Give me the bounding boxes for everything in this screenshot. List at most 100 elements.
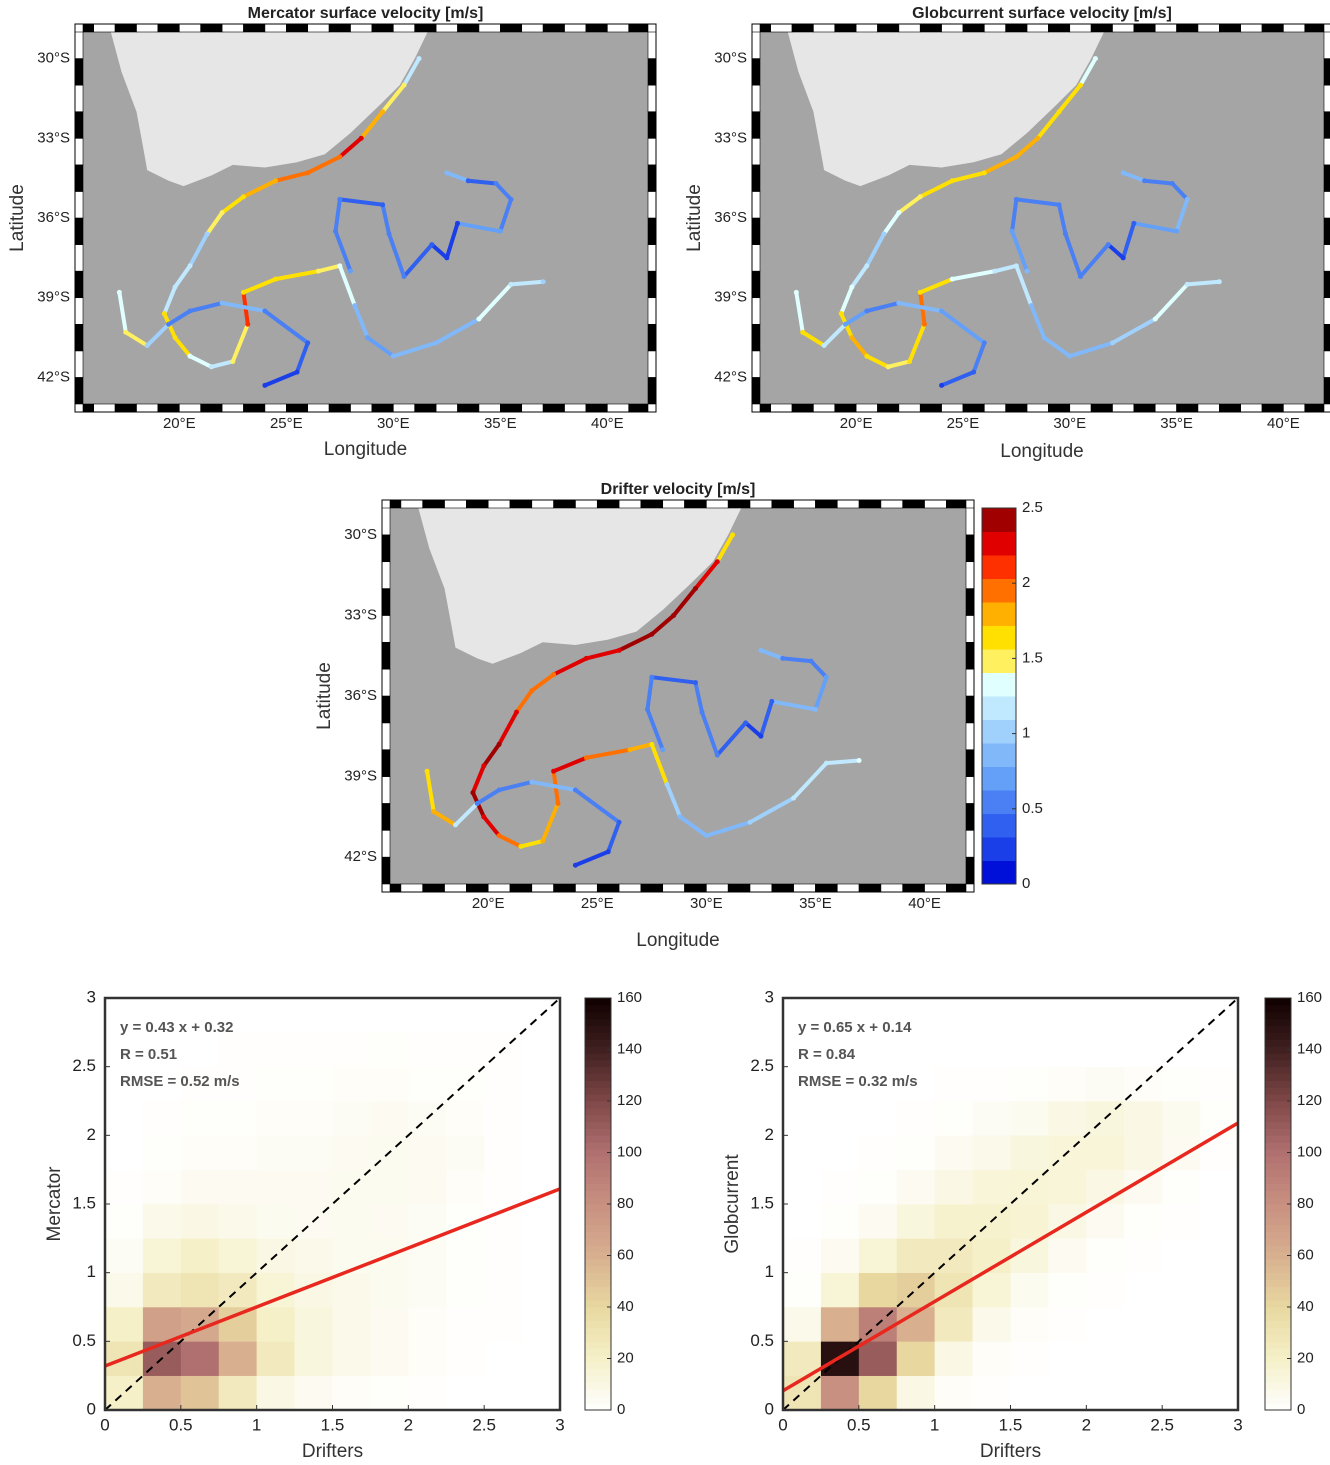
track-segment (529, 672, 556, 693)
frame-seg (393, 403, 416, 413)
hist-cell (522, 1204, 561, 1239)
hist-cell (180, 1169, 220, 1205)
colorbar-swatch (585, 1334, 611, 1342)
track-segment (1174, 197, 1190, 234)
frame-seg (855, 23, 878, 33)
track-segment (497, 710, 519, 747)
hist-cell (1200, 1101, 1239, 1136)
frame-seg (1323, 297, 1330, 325)
frame-seg (793, 499, 816, 509)
hist-cell (1162, 1307, 1201, 1342)
hist-cell (218, 1375, 257, 1411)
frame-seg (607, 403, 630, 413)
colorbar-swatch (585, 1190, 611, 1198)
x-tick-label: 30°E (690, 895, 723, 912)
frame-seg (1323, 270, 1330, 299)
colorbar-swatch (1265, 1327, 1291, 1335)
track-segment (551, 656, 589, 677)
hist-cell (446, 998, 485, 1033)
track-segment (886, 359, 912, 369)
y-tick-label: 1.5 (72, 1193, 96, 1212)
track-segment (402, 56, 422, 88)
y-tick-label: 2 (87, 1125, 96, 1144)
y-axis-label: Mercator (44, 1166, 65, 1242)
hist-cell (142, 1375, 182, 1411)
track-segment (365, 335, 396, 359)
colorbar-tick-label: 80 (617, 1195, 634, 1212)
hist-cell (484, 1341, 523, 1376)
y-tick-label: 42°S (344, 848, 377, 865)
hist-cell (522, 1341, 561, 1376)
frame-seg (1304, 23, 1325, 33)
frame-seg (328, 23, 351, 33)
track-segment (1121, 221, 1136, 260)
x-tick-label: 20°E (163, 415, 196, 432)
x-axis-label: Longitude (1000, 441, 1083, 462)
y-tick-label: 30°S (37, 50, 70, 67)
frame-seg (1026, 403, 1049, 413)
hist-cell (408, 1375, 447, 1411)
axes-frame (381, 499, 975, 893)
track-segment (839, 285, 854, 316)
frame-seg (74, 323, 84, 352)
colorbar-swatch (1265, 1052, 1291, 1061)
frame-seg (662, 499, 685, 509)
track-point (758, 733, 764, 739)
hist-cell (934, 1032, 973, 1067)
hist-cell (484, 1375, 523, 1411)
colorbar-swatch (1265, 1128, 1291, 1136)
x-tick-label: 3 (1233, 1415, 1242, 1434)
frame-seg (553, 499, 576, 509)
frame-seg (381, 776, 391, 804)
y-tick-label: 36°S (37, 209, 70, 226)
hist-cell (180, 1135, 220, 1170)
hist-cell (180, 1066, 220, 1102)
hist-cell (408, 1307, 447, 1342)
hist-cell (408, 1341, 447, 1376)
track-point (481, 814, 487, 820)
frame-seg (751, 111, 761, 139)
track-point (981, 340, 987, 346)
frame-seg (919, 403, 942, 413)
x-tick-label: 30°E (1053, 415, 1086, 432)
frame-seg (759, 23, 771, 33)
hist-cell (256, 1169, 295, 1205)
track-point (949, 276, 955, 282)
frame-seg (264, 403, 287, 413)
frame-seg (902, 883, 925, 893)
frame-seg (74, 191, 84, 219)
hist-cell (446, 1307, 485, 1342)
hist-cell (294, 1066, 333, 1102)
land (418, 508, 742, 664)
hist-cell (370, 1101, 409, 1136)
frame-seg (74, 350, 84, 378)
hist-cell (522, 1066, 561, 1102)
y-tick-label: 39°S (37, 289, 70, 306)
frame-seg (466, 499, 489, 509)
frame-seg (1261, 403, 1284, 413)
frame-seg (531, 883, 554, 893)
frame-seg (815, 883, 838, 893)
frame-seg (647, 323, 657, 352)
track-segment (470, 763, 486, 795)
track-point (1035, 135, 1041, 141)
hist-cell (408, 1238, 447, 1273)
track-segment (380, 202, 392, 236)
frame-seg (793, 883, 816, 893)
frame-seg (1304, 403, 1325, 413)
track-segment (1185, 279, 1222, 287)
track-point (627, 747, 633, 753)
track-segment (881, 210, 901, 236)
hist-cell (934, 1135, 973, 1170)
colorbar-swatch (1265, 1087, 1291, 1095)
hist-cell (1010, 1272, 1049, 1308)
track-point (508, 281, 514, 287)
track-point (116, 289, 122, 295)
track-segment (262, 309, 310, 345)
colorbar-swatch (1265, 1149, 1291, 1157)
colorbar-swatch (1265, 1334, 1291, 1342)
track-point (401, 82, 407, 88)
hist-cell (1124, 1238, 1163, 1273)
frame-seg (444, 499, 467, 509)
hist-cell (370, 998, 409, 1033)
